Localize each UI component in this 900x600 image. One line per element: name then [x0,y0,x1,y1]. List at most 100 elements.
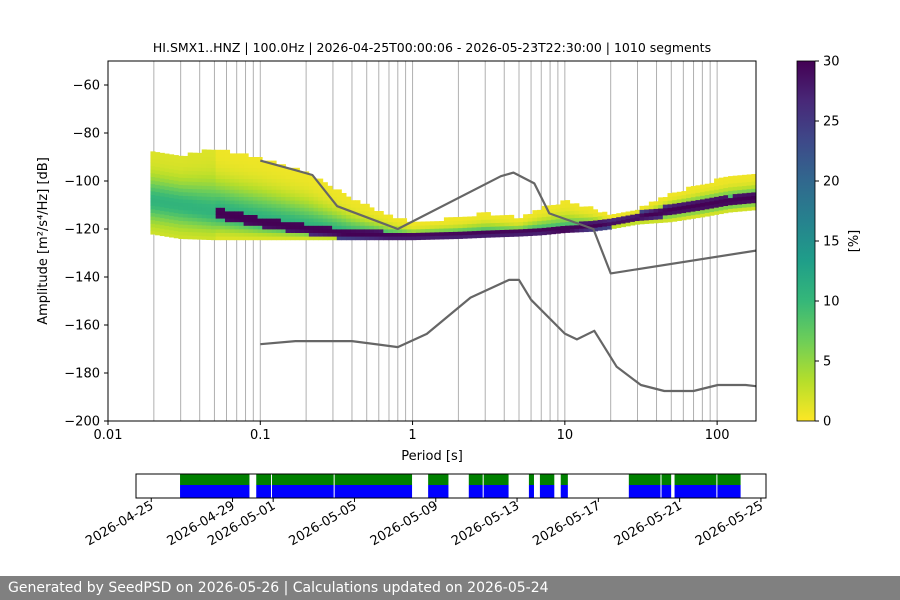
density-cell [481,219,487,224]
density-cell [686,201,692,206]
density-cell [290,196,296,201]
density-cell [155,220,161,225]
density-cell [215,182,221,187]
density-cell [308,200,314,205]
density-cell [220,203,226,208]
density-cell [276,214,282,219]
density-cell [234,196,240,201]
density-cell [248,182,254,187]
density-cell [229,153,235,158]
density-cell [504,233,510,238]
density-cell [271,229,277,233]
density-cell [224,171,231,176]
density-cell [238,218,245,223]
density-cell [704,187,710,192]
density-cell [495,222,501,227]
density-cell [252,160,258,165]
density-cell [238,171,245,176]
density-cell [485,226,491,231]
density-cell [620,212,626,217]
density-cell [215,164,221,169]
density-cell [192,213,198,218]
density-cell [294,189,300,194]
density-cell [173,201,179,206]
density-cell [751,184,756,189]
density-cell [327,185,333,190]
density-cell [718,188,724,193]
density-cell [276,203,282,208]
density-cell [192,206,198,211]
density-cell [159,199,165,204]
density-cell [732,182,738,187]
density-cell [308,236,314,241]
density-cell [257,203,263,208]
density-cell [700,202,706,207]
density-cell [243,175,249,179]
density-cell [294,203,300,208]
density-cell [169,175,175,180]
density-cell [169,229,175,234]
density-cell [569,228,575,233]
density-cell [578,217,585,222]
density-cell [215,171,221,176]
density-cell [173,230,179,235]
density-cell [709,211,715,216]
density-cell [597,212,603,217]
density-cell [308,225,314,230]
density-cell [262,207,268,212]
density-cell [211,167,217,172]
density-cell [257,229,263,233]
density-cell [318,196,324,201]
density-cell [569,217,575,222]
density-cell [178,209,184,214]
density-cell [224,157,231,161]
density-cell [238,167,245,172]
psd-segment-bar [428,485,449,498]
density-cell [523,232,529,237]
density-cell [187,220,193,225]
data-segment-bar [539,474,555,485]
density-cell [280,236,286,241]
density-cell [565,210,571,215]
density-cell [453,231,459,236]
timeline-tick-label: 2026-04-25 [83,498,156,549]
density-cell [192,177,198,182]
density-cell [280,218,286,223]
density-cell [346,218,352,223]
density-cell [388,232,394,237]
density-cell [537,224,543,229]
density-cell [257,196,263,201]
density-cell [355,225,361,230]
density-cell [676,202,682,207]
density-cell [690,193,696,198]
density-cell [243,229,249,233]
density-cell [173,198,179,203]
density-cell [341,203,347,208]
density-cell [206,149,212,154]
density-cell [378,218,384,223]
density-cell [574,210,580,215]
density-cell [178,163,184,167]
density-cell [150,212,156,217]
density-cell [434,228,440,233]
density-cell [728,194,734,199]
density-cell [192,192,198,197]
density-cell [350,207,356,212]
density-cell [262,189,268,194]
density-cell [257,211,263,215]
density-cell [560,207,566,212]
density-cell [728,186,734,191]
density-cell [252,221,258,226]
density-cell [252,229,258,233]
density-cell [597,226,603,231]
density-cell [336,200,342,205]
density-cell [220,175,226,179]
y-tick-label: −120 [64,223,100,238]
density-cell [313,203,319,208]
density-cell [159,217,165,222]
density-cell [644,219,650,224]
density-cell [266,221,272,226]
density-cell [252,167,258,172]
density-cell [527,224,533,229]
